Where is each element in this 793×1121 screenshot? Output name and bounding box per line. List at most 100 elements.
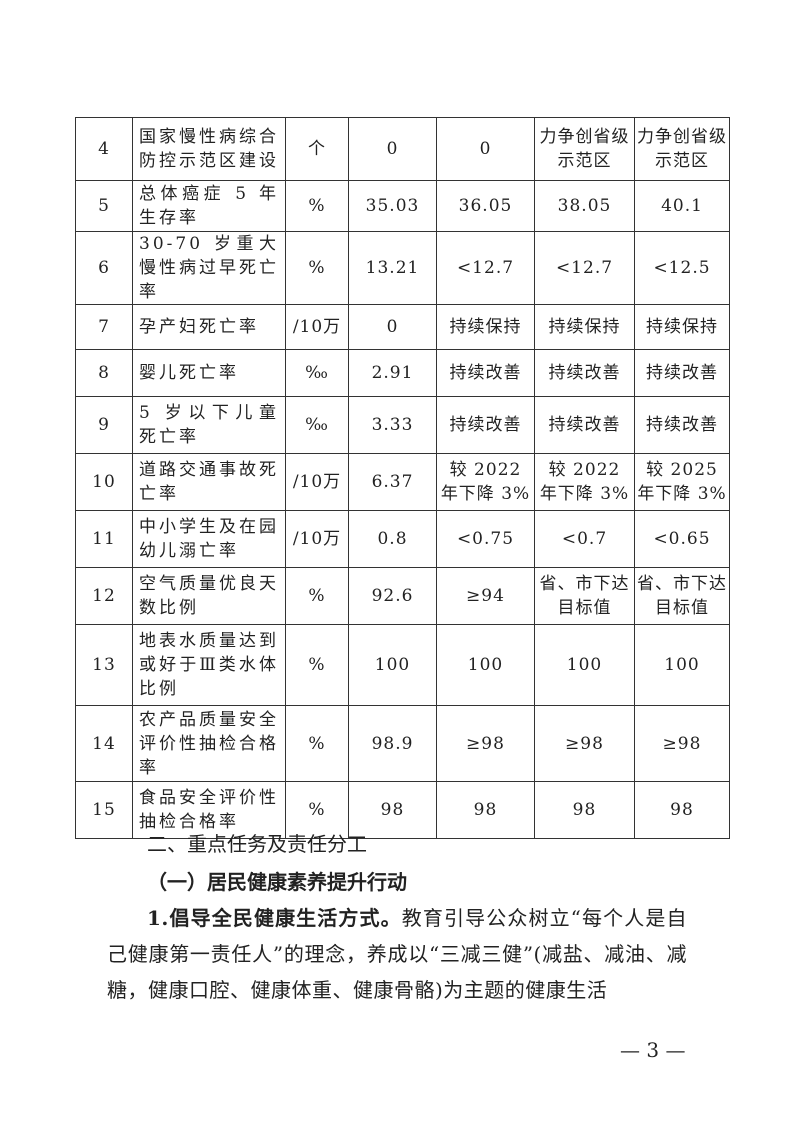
target-value-1: 98 [436, 781, 535, 839]
row-number: 5 [75, 180, 133, 232]
row-number: 9 [75, 396, 133, 454]
target-value-3: ≥98 [634, 705, 730, 782]
unit: /10万 [285, 510, 349, 568]
target-value-3: 持续保持 [634, 304, 730, 350]
paragraph-body: 教育引导公众树立“每个人是自己健康第一责任人”的理念，养成以“三减三健”(减盐、… [107, 906, 687, 1002]
target-value-1: 100 [436, 624, 535, 706]
target-value-2: 持续保持 [534, 304, 635, 350]
baseline-value: 6.37 [348, 453, 437, 511]
indicator-name: 30-70 岁重大慢性病过早死亡率 [132, 231, 286, 305]
unit: % [285, 624, 349, 706]
target-value-1: 持续改善 [436, 396, 535, 454]
row-number: 10 [75, 453, 133, 511]
baseline-value: 98.9 [348, 705, 437, 782]
unit: % [285, 567, 349, 625]
indicator-name: 5 岁以下儿童死亡率 [132, 396, 286, 454]
target-value-2: 省、市下达目标值 [534, 567, 635, 625]
indicator-name: 国家慢性病综合防控示范区建设 [132, 117, 286, 181]
target-value-1: ≥94 [436, 567, 535, 625]
table-row: 8 婴儿死亡率 ‰ 2.91 持续改善 持续改善 持续改善 [75, 349, 730, 397]
unit: % [285, 231, 349, 305]
row-number: 14 [75, 705, 133, 782]
target-value-3: 省、市下达目标值 [634, 567, 730, 625]
baseline-value: 92.6 [348, 567, 437, 625]
table-row: 13 地表水质量达到或好于Ⅲ类水体比例% 100 100 100 100 [75, 624, 730, 706]
row-number: 8 [75, 349, 133, 397]
unit: /10万 [285, 304, 349, 350]
target-value-3: 较 2025 年下降 3% [634, 453, 730, 511]
target-value-3: 力争创省级示范区 [634, 117, 730, 181]
baseline-value: 0 [348, 304, 437, 350]
target-value-1: 持续改善 [436, 349, 535, 397]
target-value-1: <0.75 [436, 510, 535, 568]
target-value-2: 持续改善 [534, 396, 635, 454]
target-value-2: 38.05 [534, 180, 635, 232]
indicator-name: 道路交通事故死亡率 [132, 453, 286, 511]
paragraph: 1.倡导全民健康生活方式。教育引导公众树立“每个人是自己健康第一责任人”的理念，… [107, 900, 687, 1008]
target-value-3: 持续改善 [634, 396, 730, 454]
baseline-value: 35.03 [348, 180, 437, 232]
table-row: 7 孕产妇死亡率/10万 0 持续保持 持续保持 持续保持 [75, 304, 730, 350]
row-number: 4 [75, 117, 133, 181]
baseline-value: 2.91 [348, 349, 437, 397]
indicator-name: 空气质量优良天数比例 [132, 567, 286, 625]
baseline-value: 0.8 [348, 510, 437, 568]
target-value-2: ≥98 [534, 705, 635, 782]
subsection-heading: （一）居民健康素养提升行动 [147, 870, 407, 894]
unit: ‰ [285, 396, 349, 454]
row-number: 6 [75, 231, 133, 305]
row-number: 11 [75, 510, 133, 568]
baseline-value: 0 [348, 117, 437, 181]
row-number: 13 [75, 624, 133, 706]
target-value-2: 98 [534, 781, 635, 839]
indicator-name: 婴儿死亡率 [132, 349, 286, 397]
unit: % [285, 705, 349, 782]
paragraph-lead: 1.倡导全民健康生活方式。 [147, 906, 402, 930]
unit: % [285, 781, 349, 839]
page-number: — 3 — [620, 1038, 686, 1062]
table-row: 5 总体癌症 5 年生存率% 35.03 36.05 38.05 40.1 [75, 180, 730, 232]
target-value-3: 40.1 [634, 180, 730, 232]
table-row: 12 空气质量优良天数比例% 92.6 ≥94 省、市下达目标值 省、市下达目标值 [75, 567, 730, 625]
target-value-2: <0.7 [534, 510, 635, 568]
target-value-1: ≥98 [436, 705, 535, 782]
indicator-name: 食品安全评价性抽检合格率 [132, 781, 286, 839]
baseline-value: 100 [348, 624, 437, 706]
section-heading: 二、重点任务及责任分工 [147, 832, 367, 856]
target-value-1: 较 2022 年下降 3% [436, 453, 535, 511]
row-number: 7 [75, 304, 133, 350]
indicator-name: 总体癌症 5 年生存率 [132, 180, 286, 232]
target-value-3: 100 [634, 624, 730, 706]
indicator-name: 中小学生及在园幼儿溺亡率 [132, 510, 286, 568]
target-value-3: 持续改善 [634, 349, 730, 397]
target-value-3: <12.5 [634, 231, 730, 305]
unit: % [285, 180, 349, 232]
indicator-name: 地表水质量达到或好于Ⅲ类水体比例 [132, 624, 286, 706]
row-number: 15 [75, 781, 133, 839]
table-row: 11 中小学生及在园幼儿溺亡率/10万 0.8 <0.75 <0.7 <0.65 [75, 510, 730, 568]
indicator-table: 4 国家慢性病综合防控示范区建设个 0 0 力争创省级示范区 力争创省级示范区 5 总体癌症 … [75, 117, 730, 839]
row-number: 12 [75, 567, 133, 625]
target-value-2: <12.7 [534, 231, 635, 305]
target-value-2: 力争创省级示范区 [534, 117, 635, 181]
unit: /10万 [285, 453, 349, 511]
target-value-2: 持续改善 [534, 349, 635, 397]
target-value-2: 100 [534, 624, 635, 706]
target-value-1: 0 [436, 117, 535, 181]
unit: ‰ [285, 349, 349, 397]
indicator-name: 农产品质量安全评价性抽检合格率 [132, 705, 286, 782]
unit: 个 [285, 117, 349, 181]
baseline-value: 98 [348, 781, 437, 839]
target-value-3: 98 [634, 781, 730, 839]
table-row: 6 30-70 岁重大慢性病过早死亡率% 13.21 <12.7 <12.7 <12.5 [75, 231, 730, 305]
indicator-name: 孕产妇死亡率 [132, 304, 286, 350]
target-value-1: 36.05 [436, 180, 535, 232]
target-value-3: <0.65 [634, 510, 730, 568]
table-row: 14 农产品质量安全评价性抽检合格率% 98.9 ≥98 ≥98 ≥98 [75, 705, 730, 782]
table-row: 15 食品安全评价性抽检合格率% 98 98 98 98 [75, 781, 730, 839]
target-value-1: <12.7 [436, 231, 535, 305]
table-row: 4 国家慢性病综合防控示范区建设个 0 0 力争创省级示范区 力争创省级示范区 [75, 117, 730, 181]
table-row: 10 道路交通事故死亡率/10万 6.37 较 2022 年下降 3% 较 2022 年… [75, 453, 730, 511]
target-value-1: 持续保持 [436, 304, 535, 350]
